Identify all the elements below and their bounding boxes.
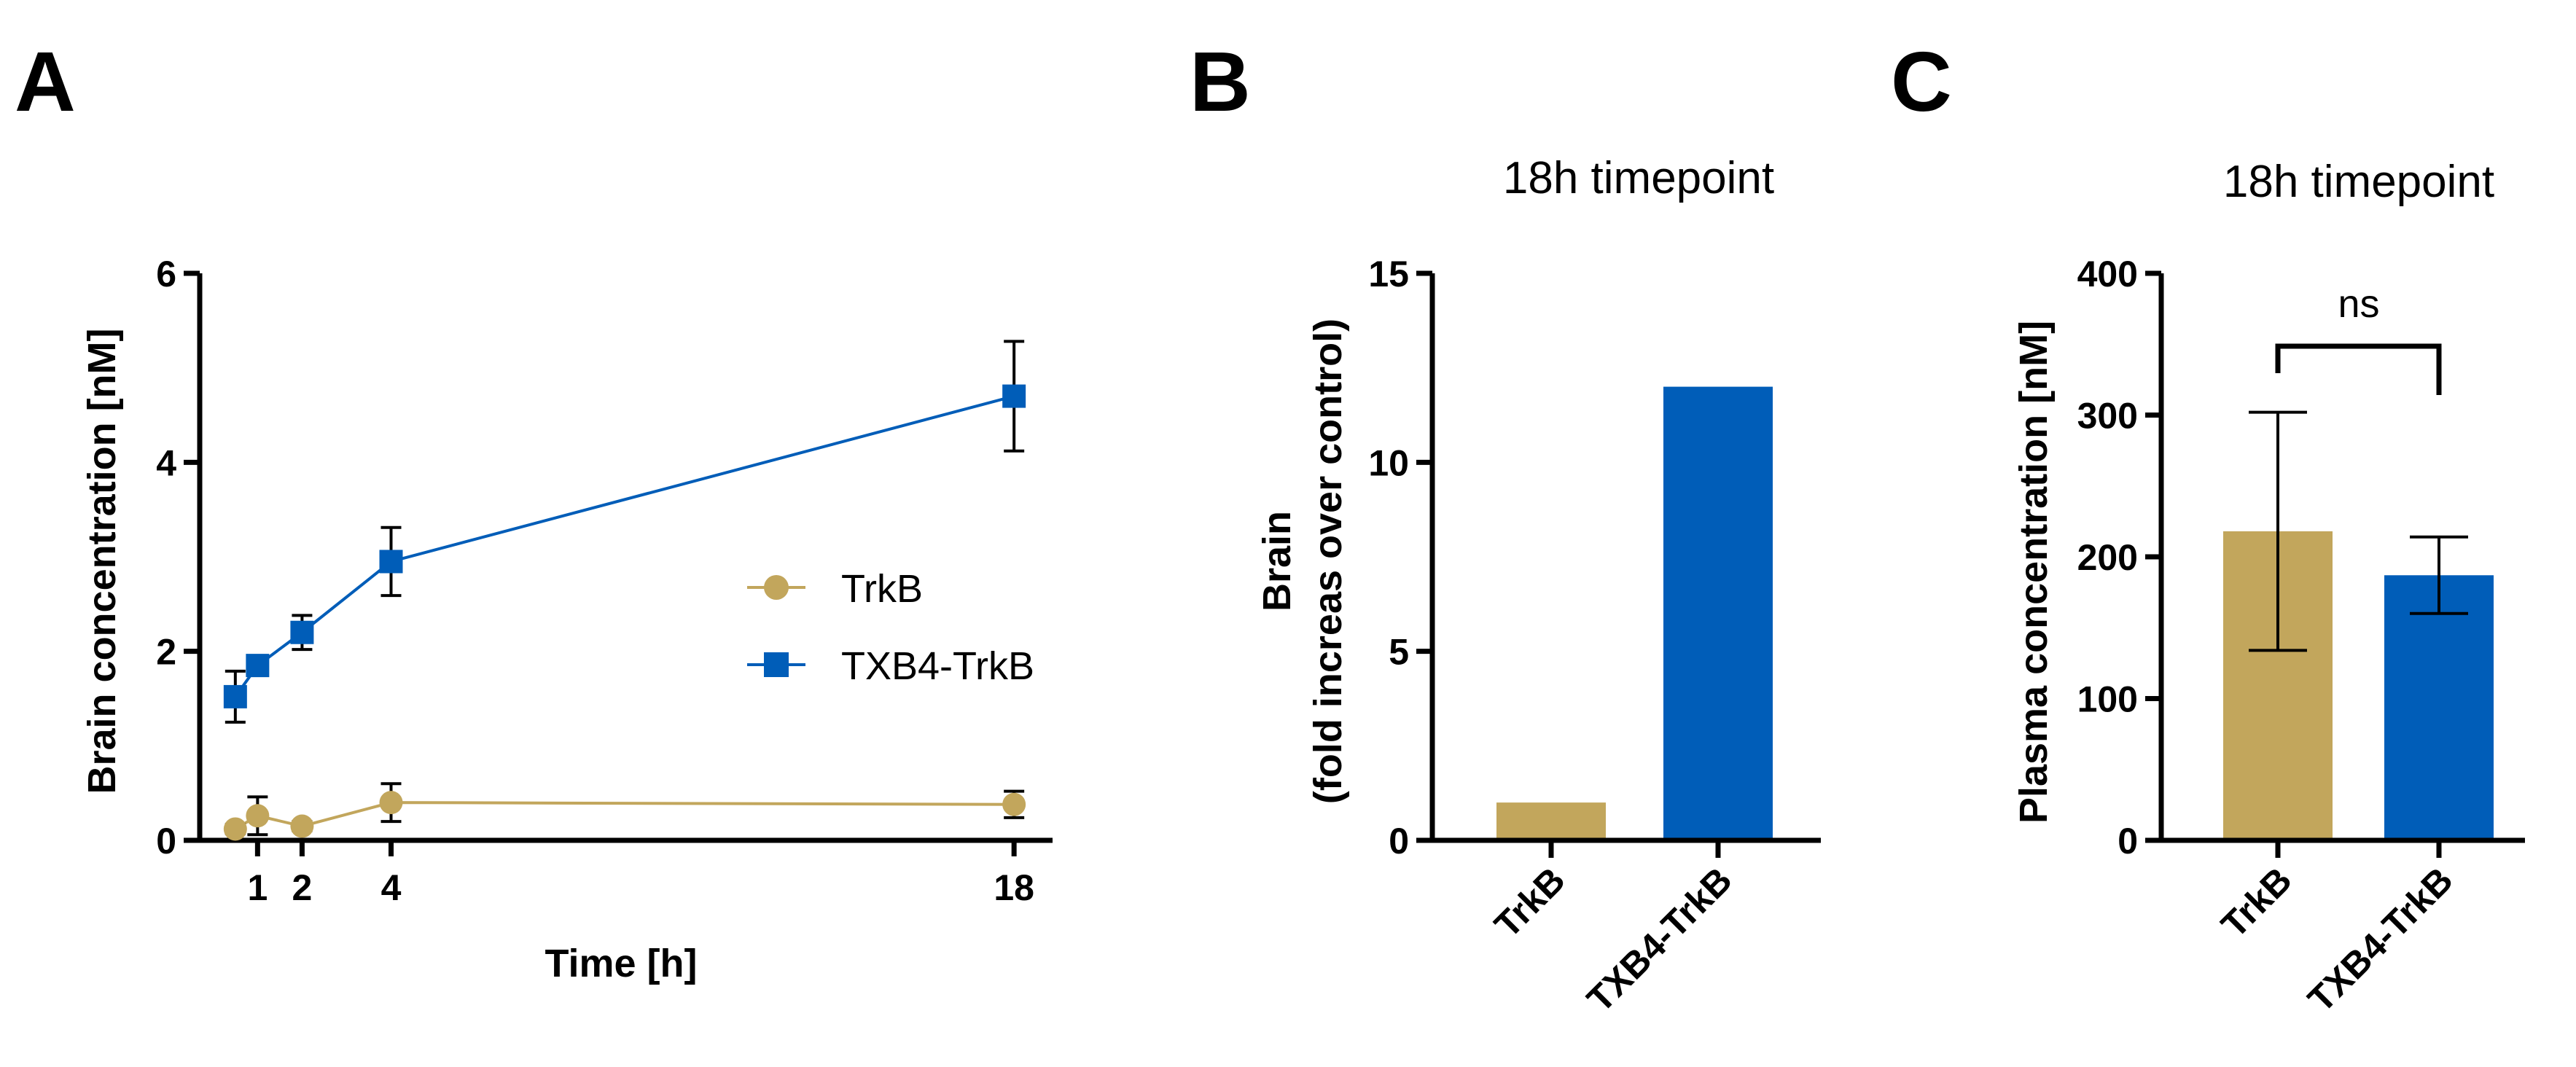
point-txb4-trkb-0 — [223, 684, 247, 708]
significance-label: ns — [2338, 282, 2379, 326]
x-tick-label-4: 4 — [381, 867, 402, 908]
series-trkb — [223, 782, 1026, 841]
panel-letter-c: C — [1891, 34, 1952, 129]
legend: TrkB TXB4-TrkB — [747, 567, 1034, 688]
x-tick-label-2: 2 — [292, 867, 313, 908]
panel-a-axes — [197, 273, 1053, 843]
panel-letter-a: A — [15, 34, 76, 129]
point-trkb-2 — [290, 814, 314, 838]
b-y-tick-label-15: 15 — [1368, 254, 1409, 294]
b-y-tick-label-10: 10 — [1368, 442, 1409, 483]
significance-bracket: ns — [2275, 282, 2442, 395]
legend-label-txb4-trkb: TXB4-TrkB — [841, 644, 1034, 688]
panel-b-bars — [1496, 386, 1773, 838]
y-tick-label-0: 0 — [156, 821, 176, 861]
x-tick-label-18: 18 — [994, 867, 1034, 908]
point-trkb-1 — [246, 804, 270, 828]
series-trkb-errorbars — [225, 782, 1025, 837]
point-txb4-trkb-2 — [290, 620, 314, 644]
c-category-label-trkb: TrkB — [2214, 859, 2300, 945]
series-txb4-trkb-points — [223, 384, 1026, 708]
b-y-tick-label-5: 5 — [1389, 632, 1409, 673]
panel-c-bars — [2223, 531, 2494, 838]
c-y-tick-label-100: 100 — [2077, 679, 2138, 720]
panel-a-xlabel: Time [h] — [545, 942, 697, 985]
b-category-label-txb4-trkb: TXB4-TrkB — [1579, 859, 1739, 1020]
panel-letter-b: B — [1190, 34, 1251, 129]
significance-bracket-line — [2275, 343, 2442, 395]
panel-b-ylabel: Brain — [1255, 511, 1299, 611]
c-y-tick-label-300: 300 — [2077, 396, 2138, 437]
series-trkb-line — [234, 801, 1015, 831]
c-y-tick-label-0: 0 — [2118, 821, 2138, 861]
y-tick-label-6: 6 — [156, 254, 176, 294]
legend-item-txb4-trkb: TXB4-TrkB — [747, 644, 1034, 688]
panel-c-y-ticks: 0 100 200 300 400 — [2077, 254, 2161, 861]
point-txb4-trkb-4 — [1002, 384, 1026, 408]
panel-b-y-ticks: 0 5 10 15 — [1368, 254, 1432, 861]
panel-a-y-ticks: 0 2 4 6 — [156, 254, 200, 861]
point-trkb-0 — [223, 817, 247, 841]
legend-label-trkb: TrkB — [841, 567, 923, 611]
bar-trkb — [1496, 802, 1606, 838]
x-tick-label-1: 1 — [247, 867, 268, 908]
panel-a: A Brain concentration [nM] Time [h] 0 2 4 6… — [15, 34, 1053, 985]
panel-a-ylabel: Brain concentration [nM] — [80, 328, 124, 794]
legend-marker-txb4-trkb — [764, 652, 789, 677]
point-trkb-4 — [1002, 792, 1026, 816]
y-tick-label-4: 4 — [156, 442, 176, 483]
c-y-tick-label-200: 200 — [2077, 537, 2138, 578]
c-category-label-txb4-trkb: TXB4-TrkB — [2300, 859, 2460, 1020]
panel-b: B 18h timepoint Brain (fold increas over… — [1190, 34, 1821, 1020]
panel-c: C 18h timepoint Plasma concentration [nM… — [1891, 34, 2525, 1020]
y-tick-label-2: 2 — [156, 632, 176, 673]
panel-b-ylabel-sub: (fold increas over control) — [1306, 318, 1350, 804]
series-trkb-points — [223, 791, 1026, 841]
panel-b-categories: TrkB TXB4-TrkB — [1487, 840, 1740, 1020]
panel-c-categories: TrkB TXB4-TrkB — [2214, 840, 2461, 1020]
panel-c-title: 18h timepoint — [2223, 157, 2494, 207]
point-trkb-3 — [379, 791, 403, 815]
c-y-tick-label-400: 400 — [2077, 254, 2138, 294]
panel-c-ylabel: Plasma concentration [nM] — [2012, 321, 2056, 824]
point-txb4-trkb-1 — [246, 654, 270, 678]
b-category-label-trkb: TrkB — [1487, 859, 1573, 945]
panel-a-x-ticks: 1 2 4 18 — [247, 840, 1034, 908]
bar-txb4-trkb — [1663, 386, 1773, 838]
b-y-tick-label-0: 0 — [1389, 821, 1409, 861]
legend-marker-trkb — [764, 575, 789, 600]
legend-item-trkb: TrkB — [747, 567, 923, 611]
series-txb4-trkb — [223, 340, 1026, 724]
bar-txb4-trkb — [2384, 575, 2494, 838]
panel-b-title: 18h timepoint — [1503, 153, 1774, 203]
panel-c-errorbars — [2249, 410, 2468, 652]
point-txb4-trkb-3 — [379, 550, 403, 574]
